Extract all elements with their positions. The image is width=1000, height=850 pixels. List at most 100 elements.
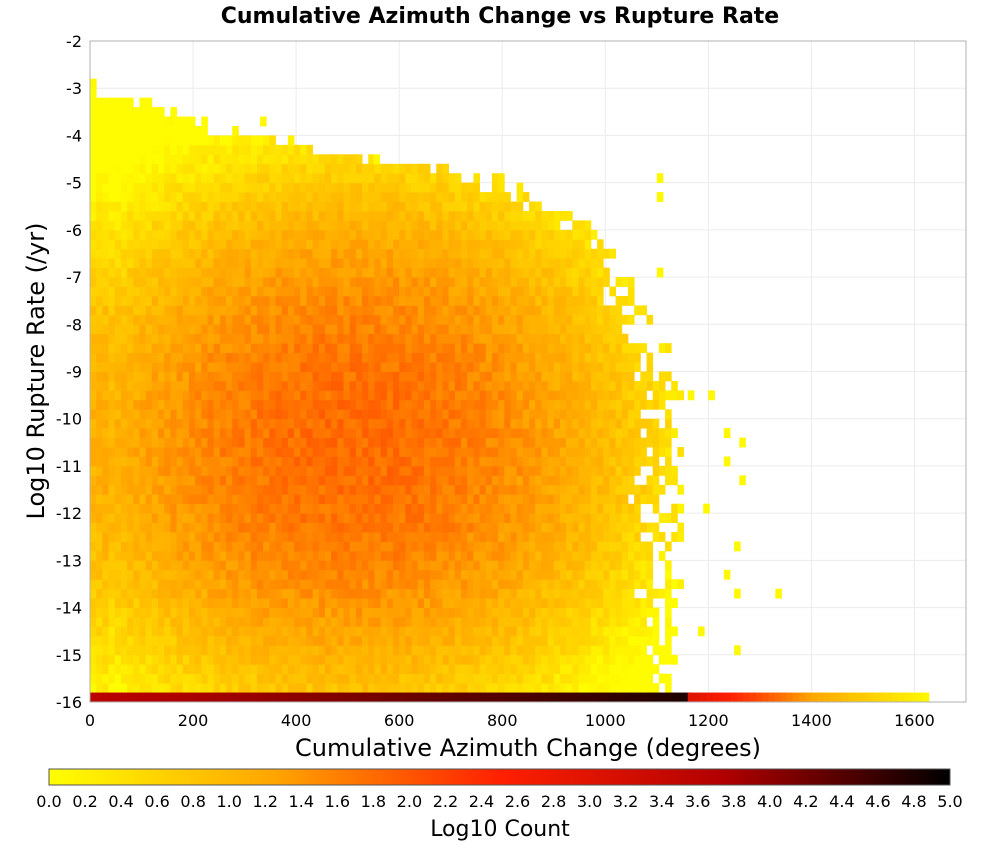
heatmap-cell	[498, 503, 505, 514]
heatmap-cell	[553, 371, 561, 382]
heatmap-cell	[263, 635, 270, 646]
heatmap-cell	[522, 390, 530, 401]
heatmap-cell	[281, 192, 289, 202]
heatmap-cell	[164, 475, 171, 486]
heatmap-cell	[461, 277, 468, 287]
heatmap-cell	[522, 333, 530, 344]
heatmap-cell	[615, 484, 623, 495]
heatmap-cell	[287, 664, 295, 675]
heatmap-cell	[461, 399, 468, 410]
heatmap-cell	[374, 173, 382, 184]
heatmap-cell	[386, 617, 394, 627]
heatmap-cell	[324, 428, 332, 439]
heatmap-cell	[102, 192, 109, 202]
heatmap-cell	[207, 683, 215, 693]
heatmap-cell	[312, 399, 320, 410]
heatmap-cell	[294, 409, 301, 420]
heatmap-cell	[541, 399, 548, 410]
heatmap-cell	[553, 465, 561, 476]
heatmap-cell	[275, 371, 283, 382]
heatmap-cell	[145, 626, 153, 637]
heatmap-cell	[256, 475, 264, 486]
heatmap-cell	[355, 295, 363, 306]
heatmap-cell	[294, 277, 301, 287]
heatmap-cell	[399, 173, 406, 184]
heatmap-cell	[102, 664, 109, 675]
heatmap-cell	[590, 267, 598, 278]
heatmap-cell	[337, 645, 344, 656]
heatmap-cell	[108, 277, 116, 287]
heatmap-cell	[386, 324, 394, 335]
heatmap-cell	[386, 258, 394, 269]
heatmap-cell	[572, 513, 579, 523]
heatmap-cell	[127, 248, 134, 259]
heatmap-cell	[603, 418, 610, 429]
heatmap-cell	[677, 579, 685, 590]
heatmap-cell	[102, 418, 109, 429]
heatmap-cell	[386, 267, 394, 278]
heatmap-cell	[306, 305, 313, 316]
heatmap-cell	[627, 503, 635, 514]
heatmap-cell	[516, 484, 524, 495]
heatmap-cell	[504, 598, 511, 608]
heatmap-cell	[553, 267, 561, 278]
heatmap-cell	[287, 182, 295, 193]
heatmap-cell	[504, 295, 511, 306]
heatmap-cell	[454, 437, 462, 448]
heatmap-cell	[108, 560, 116, 571]
heatmap-cell	[498, 626, 505, 637]
heatmap-cell	[306, 664, 313, 675]
heatmap-cell	[133, 352, 140, 363]
heatmap-cell	[114, 513, 122, 523]
heatmap-cell	[275, 229, 283, 240]
heatmap-cell	[510, 343, 518, 354]
heatmap-cell	[646, 626, 654, 637]
heatmap-cell	[226, 248, 233, 259]
heatmap-cell	[108, 428, 116, 439]
heatmap-cell	[337, 626, 344, 637]
heatmap-cell	[504, 390, 511, 401]
heatmap-cell	[547, 305, 555, 316]
heatmap-cell	[448, 295, 456, 306]
heatmap-cell	[615, 362, 623, 372]
heatmap-cell	[411, 532, 419, 542]
heatmap-cell	[454, 295, 462, 306]
heatmap-cell	[559, 229, 567, 240]
heatmap-cell	[399, 447, 406, 457]
heatmap-cell	[355, 229, 363, 240]
heatmap-cell	[139, 664, 147, 675]
heatmap-cell	[238, 295, 245, 306]
heatmap-cell	[312, 352, 320, 363]
heatmap-cell	[454, 588, 462, 599]
heatmap-cell	[114, 380, 122, 391]
heatmap-cell	[634, 465, 641, 476]
heatmap-cell	[343, 617, 351, 627]
heatmap-cell	[188, 588, 196, 599]
heatmap-cell	[665, 428, 672, 439]
heatmap-cell	[114, 182, 122, 193]
heatmap-cell	[417, 371, 425, 382]
heatmap-cell	[597, 484, 604, 495]
heatmap-cell	[473, 475, 480, 486]
chart-title: Cumulative Azimuth Change vs Rupture Rat…	[221, 4, 779, 29]
heatmap-cell	[250, 550, 258, 561]
heatmap-cell	[256, 541, 264, 552]
heatmap-cell	[256, 192, 264, 202]
heatmap-cell	[102, 239, 109, 250]
heatmap-cell	[244, 163, 252, 174]
heatmap-cell	[287, 569, 295, 580]
heatmap-cell	[386, 192, 394, 202]
heatmap-cell	[133, 182, 140, 193]
heatmap-cell	[263, 683, 270, 693]
heatmap-cell	[498, 239, 505, 250]
heatmap-cell	[256, 371, 264, 382]
heatmap-cell	[621, 550, 629, 561]
heatmap-cell	[479, 654, 487, 665]
heatmap-cell	[368, 333, 375, 344]
heatmap-cell	[590, 475, 598, 486]
heatmap-cell	[522, 305, 530, 316]
heatmap-cell	[269, 418, 276, 429]
heatmap-cell	[324, 456, 332, 467]
heatmap-cell	[318, 239, 326, 250]
heatmap-cell	[578, 409, 586, 420]
